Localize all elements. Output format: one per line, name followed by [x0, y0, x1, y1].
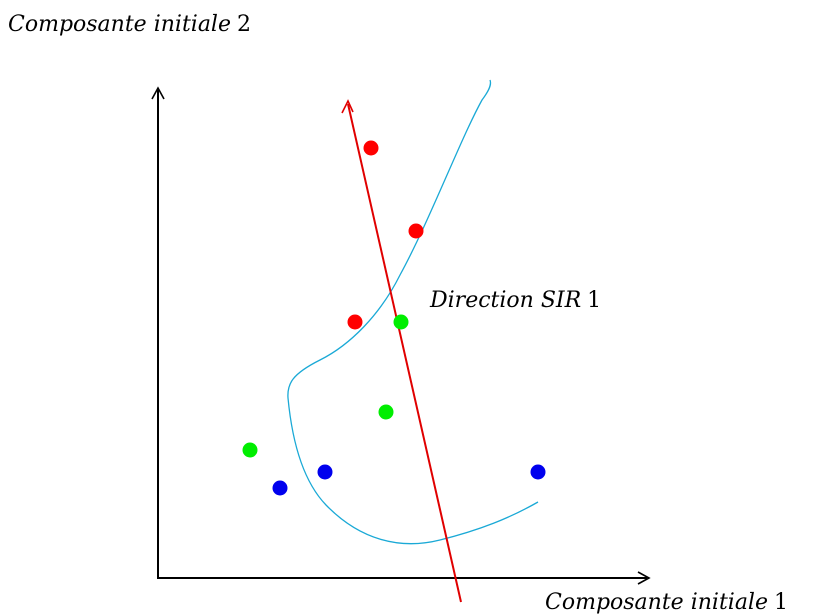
cyan-curve [287, 79, 539, 545]
blue-point [317, 464, 333, 480]
sir-direction [341, 99, 462, 603]
red-point [363, 140, 379, 156]
red-point [347, 314, 363, 330]
blue-point [272, 480, 288, 496]
direction-label: Direction SIR 1 [429, 288, 601, 313]
axes [151, 86, 651, 585]
blue-point [530, 464, 546, 480]
sir-direction-arrowhead [341, 99, 354, 114]
blue-points [272, 464, 546, 496]
green-point [393, 314, 409, 330]
sir-direction-line [347, 103, 462, 603]
green-points [242, 314, 409, 458]
green-point [378, 404, 394, 420]
red-points [347, 140, 424, 330]
green-point [242, 442, 258, 458]
x-axis-label: Composante initiale 1 [545, 590, 788, 615]
x-axis-arrowhead [637, 571, 651, 585]
red-point [408, 223, 424, 239]
y-axis-label: Composante initiale 2 [8, 12, 251, 37]
y-axis-arrowhead [151, 86, 165, 100]
